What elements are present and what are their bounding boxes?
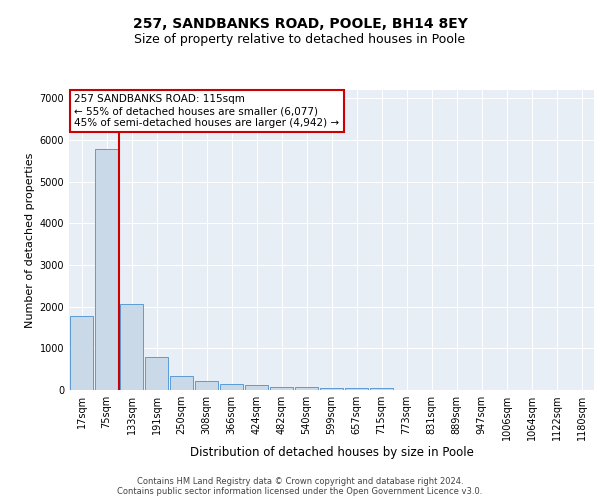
Text: 257, SANDBANKS ROAD, POOLE, BH14 8EY: 257, SANDBANKS ROAD, POOLE, BH14 8EY — [133, 18, 467, 32]
Bar — [145, 357, 168, 390]
Bar — [245, 386, 268, 390]
Bar — [170, 376, 193, 390]
Text: Contains HM Land Registry data © Crown copyright and database right 2024.: Contains HM Land Registry data © Crown c… — [137, 478, 463, 486]
Bar — [195, 381, 218, 390]
Bar — [70, 316, 93, 390]
Bar — [270, 386, 293, 390]
Bar — [95, 149, 118, 390]
Text: 257 SANDBANKS ROAD: 115sqm
← 55% of detached houses are smaller (6,077)
45% of s: 257 SANDBANKS ROAD: 115sqm ← 55% of deta… — [74, 94, 340, 128]
Y-axis label: Number of detached properties: Number of detached properties — [25, 152, 35, 328]
Text: Contains public sector information licensed under the Open Government Licence v3: Contains public sector information licen… — [118, 488, 482, 496]
Bar — [345, 388, 368, 390]
Text: Size of property relative to detached houses in Poole: Size of property relative to detached ho… — [134, 32, 466, 46]
Bar — [120, 304, 143, 390]
X-axis label: Distribution of detached houses by size in Poole: Distribution of detached houses by size … — [190, 446, 473, 459]
Bar — [320, 388, 343, 390]
Bar — [295, 387, 318, 390]
Bar — [370, 388, 393, 390]
Bar — [220, 384, 243, 390]
